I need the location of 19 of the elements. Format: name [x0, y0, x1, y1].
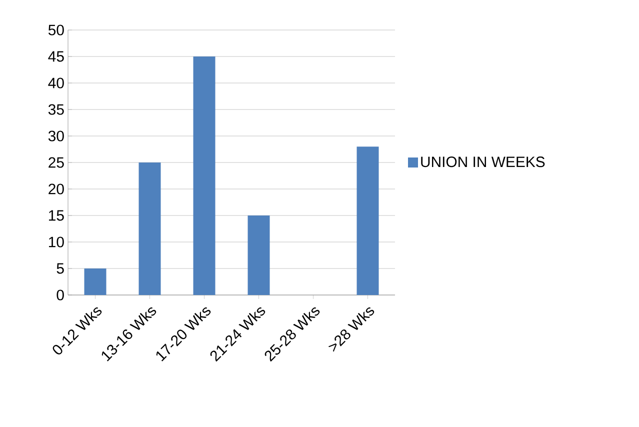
y-tick-label: 50: [48, 24, 64, 36]
y-tick-label: 45: [48, 51, 64, 62]
bar: [193, 56, 216, 295]
y-tick-label: 0: [56, 290, 64, 300]
y-tick-label: 30: [48, 130, 64, 142]
bar: [248, 216, 270, 295]
bar: [356, 146, 379, 295]
y-tick-label: 35: [48, 104, 64, 115]
x-tick-label: >28 Wks: [328, 307, 374, 352]
y-tick-label: 20: [48, 184, 64, 194]
y-tick-label: 5: [56, 263, 64, 274]
bar: [84, 268, 106, 295]
y-tick-label: 25: [48, 157, 64, 168]
y-tick-label: 10: [49, 236, 64, 248]
y-tick-label: 15: [49, 210, 64, 221]
y-tick-label: 40: [48, 78, 64, 88]
bar: [138, 162, 161, 295]
x-tick-label: 0-12 Wks: [52, 307, 102, 354]
legend-label: UNION IN WEEKS: [421, 156, 545, 168]
